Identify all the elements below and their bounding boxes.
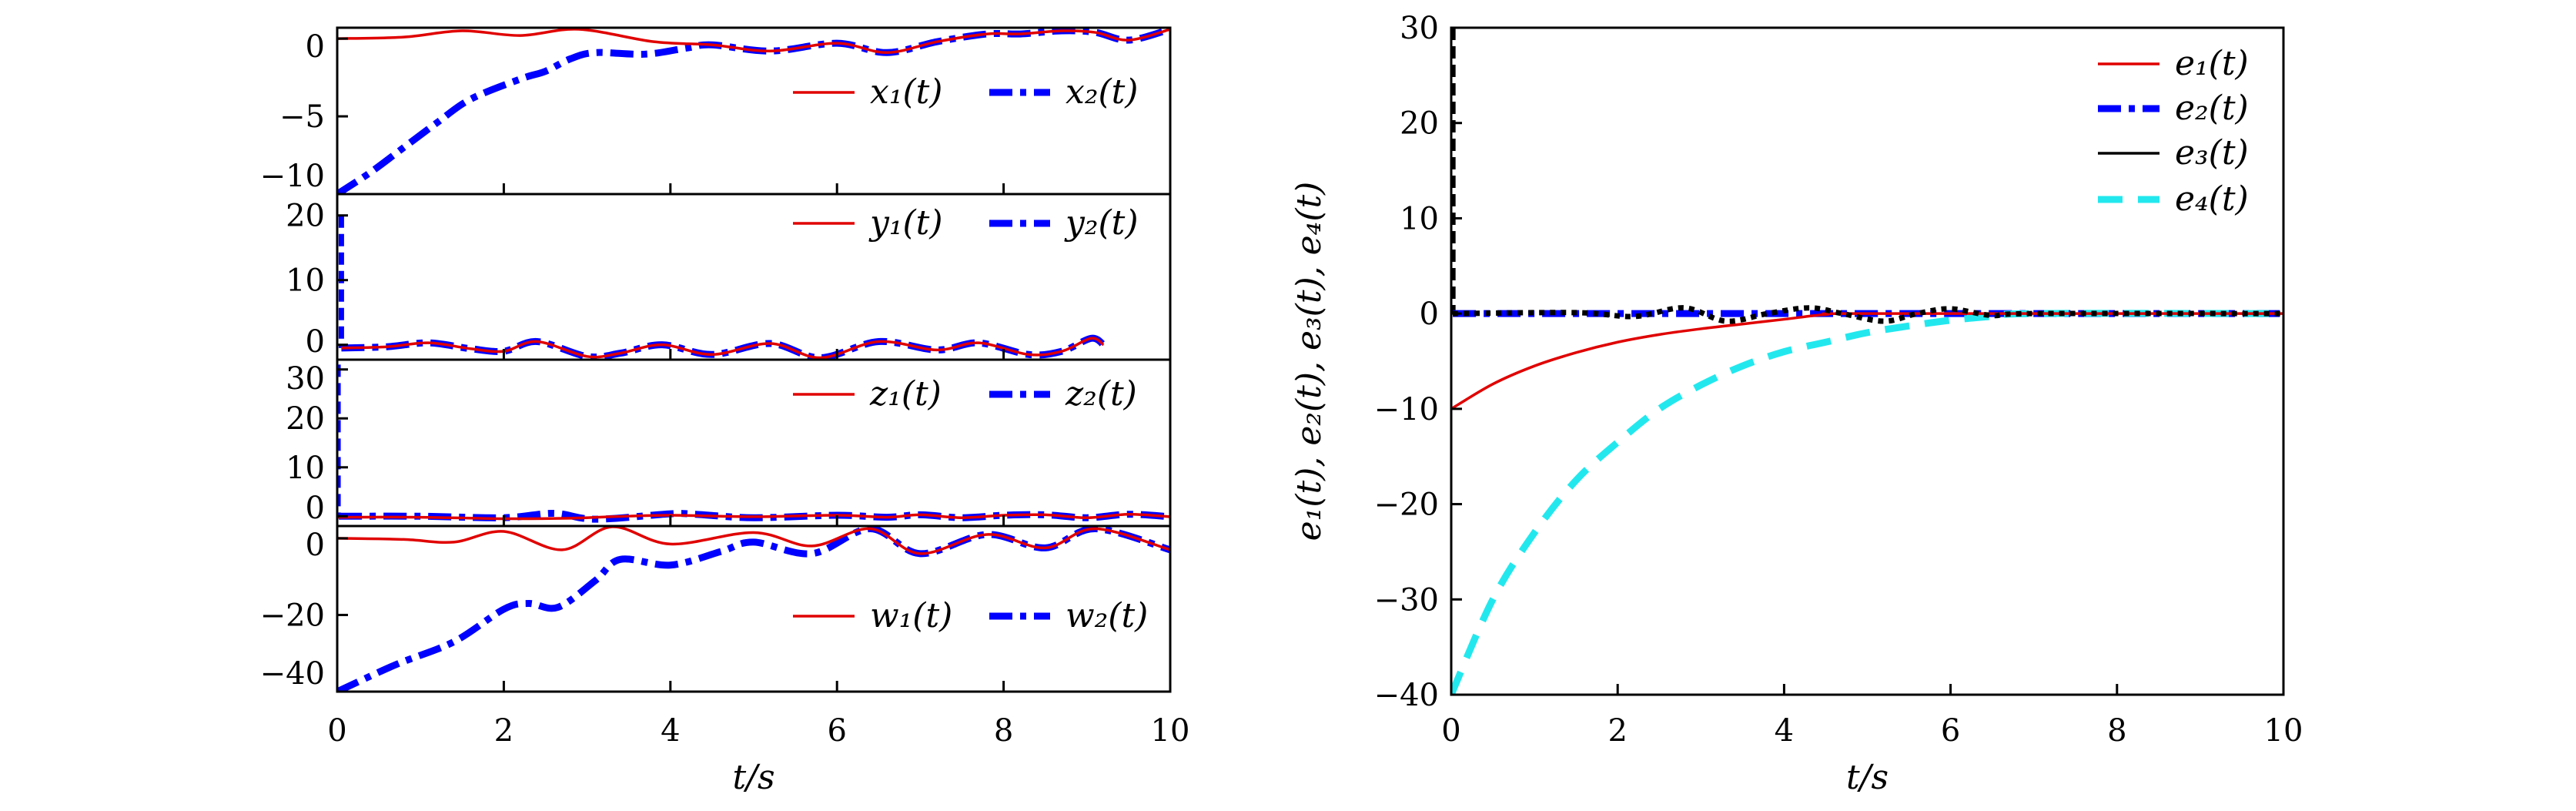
series-line-solid bbox=[341, 337, 1105, 360]
y-tick-label: 20 bbox=[286, 401, 325, 437]
x-tick-label: 0 bbox=[327, 713, 346, 749]
axes-frame bbox=[336, 193, 1172, 361]
axes-frame bbox=[1450, 26, 2285, 696]
y-axis-label: e₁(t), e₂(t), e₃(t), e₄(t) bbox=[1290, 182, 1329, 541]
plot-area bbox=[337, 28, 1170, 194]
legend-label: e₁(t) bbox=[2175, 44, 2249, 83]
y-tick-label: 30 bbox=[1400, 11, 1439, 46]
y-tick-label: −10 bbox=[260, 159, 325, 194]
x-tick-label: 8 bbox=[994, 713, 1013, 749]
y-tick-label: −30 bbox=[1374, 582, 1439, 618]
x-tick-label: 2 bbox=[494, 713, 514, 749]
legend-label: y₁(t) bbox=[868, 203, 943, 243]
series-line-dashed bbox=[1451, 310, 2283, 695]
x-tick-label: 8 bbox=[2107, 713, 2126, 749]
series-line-dotted bbox=[1453, 305, 2283, 324]
plot-area bbox=[338, 215, 1106, 360]
y-tick-label: 20 bbox=[286, 199, 325, 234]
y-tick-label: 0 bbox=[1420, 297, 1439, 332]
legend-label: x₁(t) bbox=[870, 72, 942, 112]
series-line-dashdot bbox=[337, 28, 1170, 194]
x-tick-label: 0 bbox=[1441, 713, 1460, 749]
legend-label: e₄(t) bbox=[2175, 179, 2249, 219]
x-tick-label: 4 bbox=[1775, 713, 1794, 749]
y-tick-label: −10 bbox=[1374, 392, 1439, 427]
subplot-3: 30 20 10 0 z₁(t) z₂(t) bbox=[286, 358, 1172, 528]
x-tick-label: 10 bbox=[2264, 713, 2303, 749]
y-tick-label: 10 bbox=[1400, 201, 1439, 236]
x-tick-label: 6 bbox=[1941, 713, 1960, 749]
legend-label: x₂(t) bbox=[1066, 72, 1138, 112]
y-tick-label: 0 bbox=[306, 324, 325, 360]
y-tick-label: 0 bbox=[306, 491, 325, 526]
legend-label: e₂(t) bbox=[2175, 89, 2249, 128]
plot-area bbox=[337, 526, 1170, 692]
y-tick-label: 30 bbox=[286, 361, 325, 397]
y-tick-label: −40 bbox=[260, 656, 325, 692]
x-tick-label: 2 bbox=[1607, 713, 1627, 749]
subplot-4: 0 −20 −40 w₁(t) w₂(t) bbox=[260, 524, 1172, 693]
plot-area bbox=[337, 364, 1170, 523]
x-tick-label: 6 bbox=[827, 713, 846, 749]
series-line-solid bbox=[1451, 312, 2283, 411]
x-tick-label: 4 bbox=[661, 713, 680, 749]
plot-area bbox=[1451, 28, 2283, 695]
series-line-solid bbox=[337, 28, 1170, 55]
legend-label: z₂(t) bbox=[1065, 374, 1137, 414]
y-tick-label: 20 bbox=[1400, 106, 1439, 142]
legend-label: w₁(t) bbox=[870, 596, 952, 635]
x-axis-label: t/s bbox=[1846, 758, 1889, 797]
legend-label: z₁(t) bbox=[869, 374, 942, 414]
x-axis-label: t/s bbox=[732, 758, 774, 797]
y-tick-label: −20 bbox=[260, 598, 325, 633]
legend-label: y₂(t) bbox=[1064, 203, 1139, 243]
legend-label: w₂(t) bbox=[1066, 596, 1148, 635]
y-tick-label: 10 bbox=[286, 451, 325, 486]
axes-frame bbox=[336, 524, 1172, 693]
y-tick-label: −20 bbox=[1374, 488, 1439, 523]
axes-frame bbox=[336, 358, 1172, 528]
series-line-dashdot bbox=[341, 334, 1106, 360]
y-tick-label: 0 bbox=[306, 29, 325, 65]
y-tick-label: −5 bbox=[279, 99, 325, 135]
subplot-2: 20 10 0 y₁(t) y₂(t) bbox=[286, 193, 1172, 361]
y-tick-label: 10 bbox=[286, 263, 325, 299]
series-line-dashdot bbox=[337, 526, 1170, 692]
series-line-solid bbox=[337, 513, 1170, 521]
subplot-1: 0 −5 −10 x₁(t) x₂(t) bbox=[260, 26, 1172, 196]
series-line-solid bbox=[337, 526, 1170, 555]
y-tick-label: 0 bbox=[306, 528, 325, 563]
y-tick-label: −40 bbox=[1374, 678, 1439, 713]
x-tick-label: 10 bbox=[1151, 713, 1190, 749]
legend-label: e₃(t) bbox=[2175, 133, 2249, 173]
